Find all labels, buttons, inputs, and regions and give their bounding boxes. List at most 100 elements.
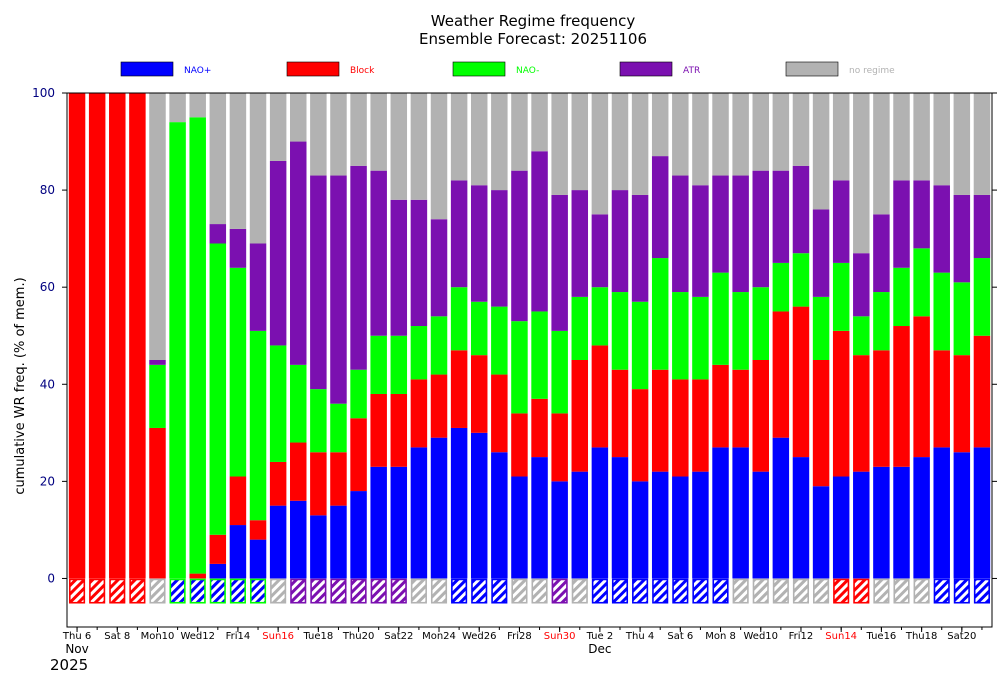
regime-marker-atr [390,578,407,604]
bar-atr [511,170,528,322]
bar-no-regime [752,93,769,171]
legend-label-no-regime: no regime [849,66,895,76]
bar-nao [571,296,589,360]
regime-marker-block [89,578,106,604]
bar-nao [229,267,247,477]
regime-marker-no-regime [430,578,448,604]
bar-block [310,452,327,516]
legend-label-block: Block [350,66,375,76]
bar-atr [591,214,609,288]
y-tick-label: 40 [40,377,55,391]
regime-marker-nao [611,578,629,604]
bar-nao [491,452,508,579]
bar-block [832,330,850,477]
bar-atr [631,194,649,302]
regime-marker-no-regime [149,578,166,604]
bar-block [792,306,810,458]
bar-no-regime [873,93,890,215]
legend-label-atr: ATR [683,66,700,76]
bar-block [973,335,991,448]
bar-atr [611,190,629,293]
bar-nao [953,282,971,356]
bar-no-regime [531,93,548,152]
x-tick-label: Sat20 [947,631,976,642]
bar-nao [511,321,528,414]
chart-subtitle: Ensemble Forecast: 20251106 [419,30,647,48]
bar-atr [229,228,247,268]
bar-no-regime [450,93,468,181]
y-tick-label: 0 [47,571,55,585]
bar-atr [491,190,508,307]
bar-no-regime [370,93,387,171]
bar-block [732,369,749,448]
bar-no-regime [310,93,327,176]
bar-no-regime [913,93,930,181]
y-tick-label: 80 [40,183,55,197]
bar-block [470,355,488,433]
bar-block [229,476,247,526]
bar-nao [893,267,910,327]
bar-no-regime [611,93,629,191]
bar-nao [772,262,790,312]
bar-nao [249,330,267,521]
bar-no-regime [571,93,589,191]
x-tick-label: Wed26 [462,631,497,642]
bar-nao [893,466,910,579]
x-tick-label: Mon24 [422,631,456,642]
bar-nao [933,447,950,579]
bar-nao [470,432,488,579]
bar-nao [933,272,950,351]
dominant-regime-markers [69,578,991,604]
regime-marker-nao [491,578,508,604]
regime-marker-atr [330,578,347,604]
legend-label-nao: NAO- [516,66,539,76]
bar-block [249,520,267,540]
bar-atr [812,209,830,297]
bar-nao [973,447,991,579]
bar-block [269,461,287,506]
bar-no-regime [410,93,428,200]
bar-atr [290,141,307,365]
y-axis-label: cumulative WR freq. (% of mem.) [13,277,28,494]
bar-nao [450,427,468,579]
y-axis: 0 20 40 60 80 100 [32,86,997,585]
regime-marker-no-regime [531,578,548,604]
bar-atr [752,170,769,288]
x-tick-label: Thu 6 [62,631,91,642]
bar-nao [611,457,629,579]
bar-block [531,398,548,458]
regime-marker-nao [169,578,186,604]
bar-no-regime [672,93,689,176]
bar-atr [350,165,367,370]
bar-no-regime [551,93,568,195]
legend-swatch-block [286,61,340,77]
bar-nao [269,505,287,579]
regime-marker-nao [471,578,488,604]
regime-marker-atr [551,578,568,604]
bar-no-regime [169,93,186,123]
bar-nao [551,481,568,579]
bar-atr [310,175,327,390]
regime-marker-no-regime [772,578,789,604]
bar-no-regime [390,93,408,200]
bar-atr [672,175,689,293]
regime-marker-nao [672,578,689,604]
bar-nao [712,447,729,579]
legend: NAO+ Block NAO- ATR no regime [120,61,895,77]
bar-atr [450,180,468,288]
bar-nao [853,471,870,579]
x-tick-label: Wed10 [743,631,778,642]
bar-nao [410,447,428,579]
x-tick-label: Sun14 [825,631,857,642]
bar-nao [853,316,870,356]
regime-marker-nao [591,578,608,604]
bar-nao [631,301,649,390]
regime-marker-no-regime [913,578,930,604]
bar-block [491,374,508,453]
bar-atr [712,175,729,273]
bar-atr [571,190,589,297]
bar-no-regime [290,93,307,142]
bar-nao [149,364,166,428]
bar-nao [953,452,971,579]
bar-no-regime [853,93,870,254]
